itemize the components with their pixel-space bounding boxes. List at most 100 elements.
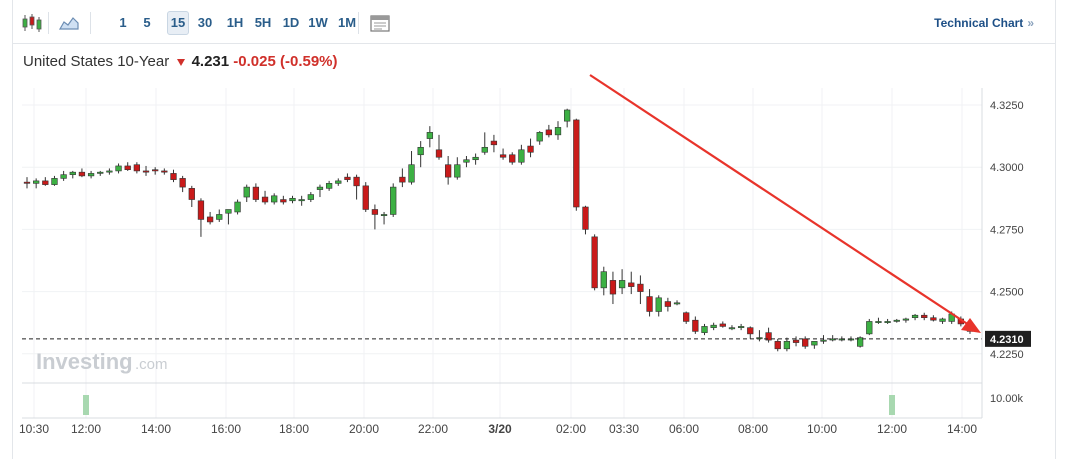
candle: [811, 341, 818, 349]
candle: [719, 321, 726, 328]
candle-body: [710, 324, 717, 328]
candle: [124, 162, 131, 171]
candle-body: [335, 180, 342, 184]
candle: [564, 108, 571, 128]
instrument-name: United States 10-Year: [23, 53, 170, 70]
candle-body: [564, 109, 571, 122]
candle-body: [142, 170, 150, 173]
candle: [628, 271, 635, 295]
candle: [390, 183, 397, 217]
technical-chart-link[interactable]: Technical Chart»: [934, 16, 1034, 30]
candlestick-icon[interactable]: [21, 13, 43, 33]
candle: [573, 118, 580, 211]
volume-pane: 10.00k: [83, 393, 1024, 415]
candle: [646, 289, 653, 317]
interval-1d[interactable]: 1D: [282, 15, 300, 30]
candle-body: [783, 341, 791, 350]
candle: [152, 167, 159, 175]
candle: [243, 184, 250, 203]
candle-body: [747, 327, 754, 335]
candle-body: [197, 200, 205, 220]
candle: [710, 322, 717, 331]
interval-15[interactable]: 15: [167, 11, 189, 35]
candle: [445, 156, 452, 185]
candle-body: [902, 318, 910, 321]
candle: [582, 205, 589, 235]
x-tick-label: 10:00: [807, 422, 837, 436]
x-tick-label: 14:00: [947, 422, 977, 436]
candle: [490, 134, 498, 153]
candle-body: [106, 170, 113, 173]
candle-body: [243, 186, 250, 198]
candle: [829, 335, 836, 342]
candle-body: [23, 181, 31, 184]
x-axis: 10:30 12:00 14:00 16:00 18:00 20:00 22:00 3/20 0…: [19, 417, 982, 436]
candle: [545, 124, 552, 138]
y-tick-label: 4.2250: [990, 349, 1024, 361]
candle: [518, 144, 525, 165]
candle-body: [78, 171, 86, 177]
candle: [728, 325, 736, 331]
x-tick-label: 02:00: [556, 422, 586, 436]
candle-body: [673, 302, 681, 305]
candle-body: [545, 129, 552, 136]
candle-body: [133, 164, 141, 172]
grid-lines: [22, 88, 982, 418]
candle: [902, 317, 910, 323]
price-change-percent: (-0.59%): [280, 53, 338, 70]
candle: [792, 336, 800, 347]
candle-body: [893, 319, 900, 322]
candle-body: [325, 183, 333, 189]
candle-body: [683, 312, 690, 322]
y-tick-label: 4.2500: [990, 287, 1024, 299]
chart-toolbar: 1 5 15 30 1H 5H 1D 1W 1M Technical Chart»: [12, 0, 1056, 44]
candle: [884, 318, 891, 324]
candle-body: [307, 194, 314, 200]
candle: [216, 209, 223, 222]
candle-body: [289, 197, 296, 202]
interval-5[interactable]: 5: [143, 15, 151, 30]
candle-body: [60, 174, 67, 179]
y-tick-label: 4.3000: [990, 162, 1024, 174]
candle: [701, 323, 708, 336]
interval-1h[interactable]: 1H: [226, 15, 244, 30]
candle-body: [811, 341, 818, 346]
interval-5h[interactable]: 5H: [254, 15, 272, 30]
candle-body: [527, 145, 534, 153]
candle-body: [499, 154, 507, 158]
calendar-icon[interactable]: [370, 14, 390, 32]
candle: [280, 195, 287, 205]
candle-body: [481, 146, 488, 153]
candle: [325, 180, 333, 191]
candle-body: [271, 195, 278, 203]
watermark-suffix: .com: [135, 356, 168, 373]
trend-arrow-line: [589, 74, 973, 328]
candle-body: [774, 341, 781, 350]
candle-body: [856, 337, 864, 347]
candle: [307, 192, 314, 203]
candle-body: [435, 149, 443, 158]
candle: [133, 162, 141, 174]
candle: [637, 275, 644, 305]
candle: [42, 177, 49, 186]
candle-body: [866, 321, 873, 335]
candle-body: [692, 319, 699, 332]
candle-body: [445, 164, 452, 178]
area-chart-icon[interactable]: [59, 15, 79, 31]
candle: [87, 170, 95, 179]
last-price-badge-text: 4.2310: [990, 334, 1024, 346]
candle-body: [206, 216, 214, 223]
interval-1m[interactable]: 1M: [337, 15, 357, 30]
candle: [472, 153, 479, 165]
trend-arrow-head: [961, 318, 981, 333]
x-tick-label: 03:30: [609, 422, 639, 436]
candle-body: [463, 159, 470, 163]
interval-1w[interactable]: 1W: [308, 15, 328, 30]
interval-1[interactable]: 1: [119, 15, 127, 30]
candle-body: [829, 338, 836, 341]
chart-frame: [12, 0, 1056, 459]
interval-30[interactable]: 30: [197, 15, 213, 30]
candle-body: [234, 201, 241, 213]
candle: [362, 182, 369, 212]
